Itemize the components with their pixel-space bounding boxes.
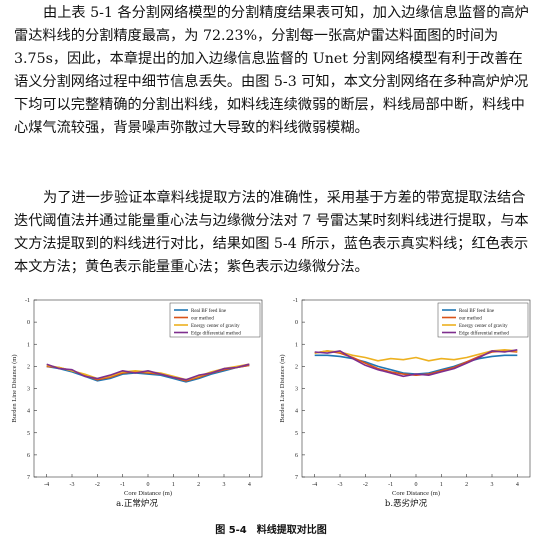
y-tick-label: 5 — [295, 431, 298, 437]
chart-harsh-condition: -4 -3 -2 -1 0 1 2 3 4 -1 0 1 2 3 4 5 6 7 Core Distance (m)… — [272, 292, 538, 510]
y-tick-label: 5 — [27, 431, 30, 437]
y-tick-label: 7 — [27, 475, 30, 481]
x-tick-label: 3 — [491, 482, 494, 488]
x-tick-label: 0 — [415, 482, 418, 488]
legend-label: Real BF feed line — [191, 309, 227, 314]
paragraph-1: 由上表 5-1 各分割网络模型的分割精度结果表可知，加入边缘信息监督的高炉雷达料… — [14, 5, 529, 136]
series-line-edge-differential-method — [46, 363, 250, 381]
y-tick-label: 3 — [27, 387, 30, 393]
y-tick-label: 6 — [295, 453, 298, 459]
y-tick-label: 1 — [27, 342, 30, 348]
x-tick-label: 4 — [516, 482, 519, 488]
legend-label: Real BF feed line — [459, 309, 495, 314]
x-tick-label: 2 — [465, 482, 468, 488]
x-tick-label: 2 — [197, 482, 200, 488]
series-line-edge-differential-method — [314, 349, 518, 378]
x-tick-label: 1 — [440, 482, 443, 488]
x-tick-label: -1 — [388, 482, 393, 488]
y-tick-label: 7 — [295, 475, 298, 481]
x-tick-label: -2 — [363, 482, 368, 488]
legend-label: Edge differential method — [459, 332, 509, 337]
y-tick-label: 0 — [295, 320, 298, 326]
figure-caption: 图 5-4 料线提取对比图 — [215, 525, 327, 536]
x-tick-label: 1 — [172, 482, 175, 488]
y-tick-label: 3 — [295, 387, 298, 393]
x-axis-label: Core Distance (m) — [392, 490, 440, 497]
y-axis-label: Burden Line Distance (m) — [279, 354, 286, 422]
x-tick-label: 4 — [248, 482, 251, 488]
chart-svg-0: -4 -3 -2 -1 0 1 2 3 4 -1 0 1 2 3 4 5 6 7 Core Distance (m)… — [11, 298, 263, 497]
legend-box — [169, 302, 261, 338]
x-tick-label: -4 — [312, 482, 317, 488]
y-tick-label: -1 — [25, 298, 30, 304]
y-tick-label: 6 — [27, 453, 30, 459]
y-tick-label: 0 — [27, 320, 30, 326]
legend-box — [437, 302, 529, 338]
y-tick-label: 2 — [27, 364, 30, 370]
x-axis-label: Core Distance (m) — [124, 490, 172, 497]
x-tick-label: -3 — [70, 482, 75, 488]
y-axis-label: Burden Line Distance (m) — [11, 354, 18, 422]
chart-svg-1: -4 -3 -2 -1 0 1 2 3 4 -1 0 1 2 3 4 5 6 7 Core Distance (m)… — [279, 298, 531, 497]
x-tick-label: -1 — [120, 482, 125, 488]
paragraph-2: 为了进一步验证本章料线提取方法的准确性，采用基于方差的带宽提取法结合迭代阈值法并… — [14, 190, 529, 275]
series-line-energy-center-of-gravity — [314, 348, 518, 362]
legend-label: our method — [191, 317, 214, 322]
legend-label: our method — [459, 317, 482, 322]
x-tick-label: -3 — [338, 482, 343, 488]
y-tick-label: 1 — [295, 342, 298, 348]
x-tick-label: 0 — [147, 482, 150, 488]
y-tick-label: 4 — [27, 409, 30, 415]
x-tick-label: 3 — [223, 482, 226, 488]
subcaption-b: b.恶劣炉况 — [384, 499, 428, 509]
x-tick-label: -2 — [95, 482, 100, 488]
x-tick-label: -4 — [44, 482, 49, 488]
y-tick-label: 2 — [295, 364, 298, 370]
y-tick-label: -1 — [293, 298, 298, 304]
legend-label: Energy center of gravity — [459, 324, 508, 329]
legend-label: Edge differential method — [191, 332, 241, 337]
y-tick-label: 4 — [295, 409, 298, 415]
chart-normal-condition: -4 -3 -2 -1 0 1 2 3 4 -1 0 1 2 3 4 5 6 7 Core Distance (m)… — [4, 292, 270, 510]
subcaption-a: a.正常炉况 — [116, 499, 158, 509]
legend-label: Energy center of gravity — [191, 324, 240, 329]
